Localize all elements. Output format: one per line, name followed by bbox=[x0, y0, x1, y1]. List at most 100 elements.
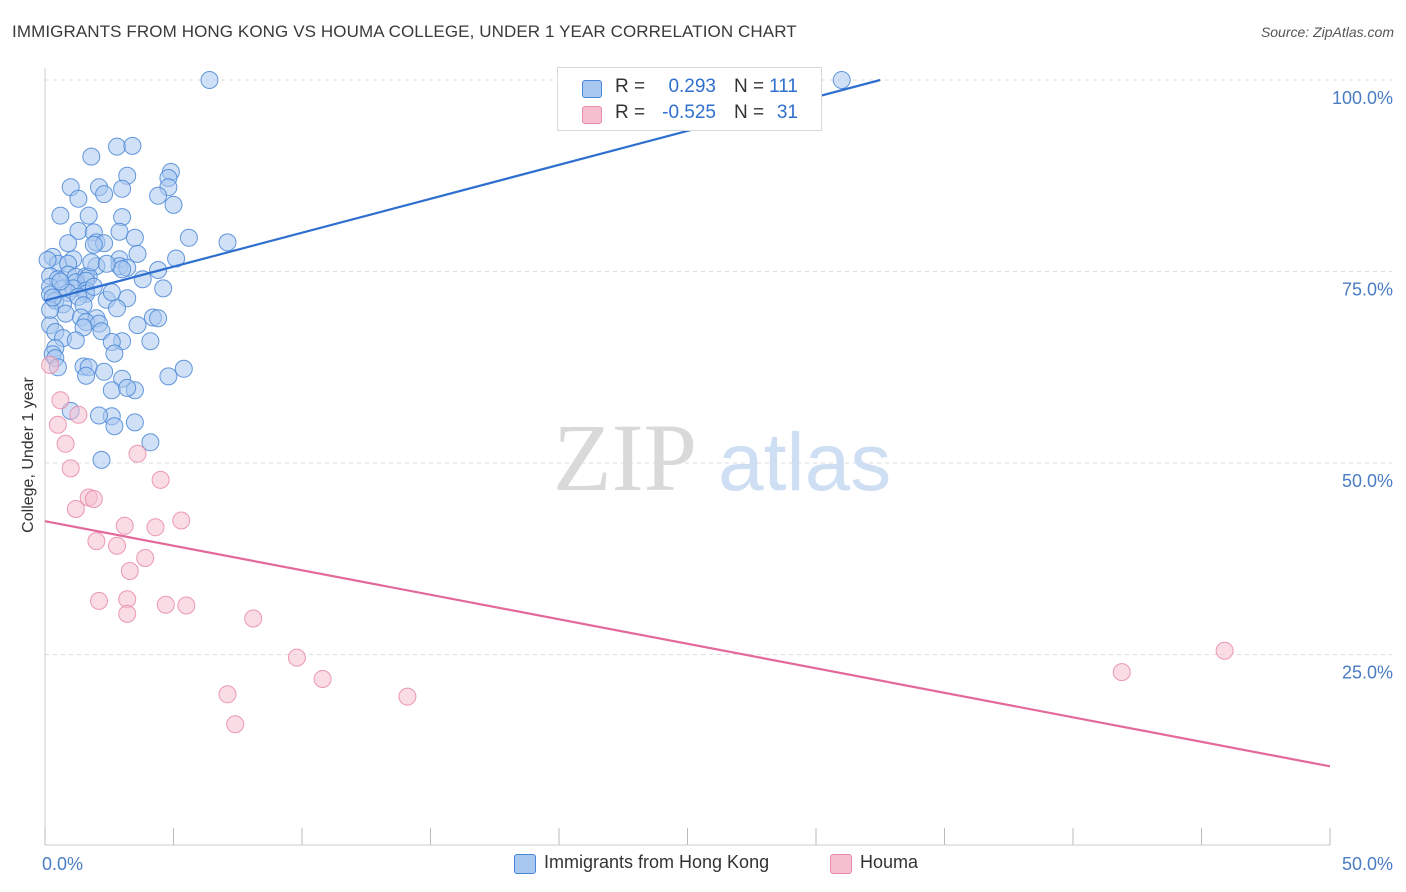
houma-point bbox=[90, 591, 108, 610]
houma-point bbox=[1215, 641, 1234, 660]
legend-r-label: R = bbox=[615, 76, 646, 97]
hong-kong-point bbox=[110, 222, 129, 241]
legend-n-value: 111 bbox=[769, 76, 798, 97]
houma-trend-line bbox=[44, 520, 1331, 768]
legend-r-value: 0.293 bbox=[668, 76, 716, 97]
houma-point bbox=[1112, 663, 1131, 682]
legend-n-label: N = bbox=[734, 102, 765, 123]
hong-kong-point bbox=[149, 309, 168, 328]
y-tick-label: 50.0% bbox=[1342, 471, 1393, 491]
y-tick-label: 25.0% bbox=[1342, 663, 1393, 683]
y-tick-label: 75.0% bbox=[1342, 280, 1393, 300]
hong-kong-point bbox=[159, 367, 178, 386]
watermark-atlas: atlas bbox=[718, 417, 891, 508]
hong-kong-point bbox=[113, 208, 132, 227]
legend-label: Immigrants from Hong Kong bbox=[544, 852, 770, 872]
hong-kong-point bbox=[79, 206, 98, 225]
houma-point bbox=[177, 596, 196, 615]
hong-kong-point bbox=[118, 378, 137, 397]
watermark-zip: ZIP bbox=[553, 404, 697, 511]
houma-point bbox=[287, 648, 306, 667]
houma-point bbox=[218, 685, 237, 704]
houma-point bbox=[108, 536, 126, 555]
hong-kong-point bbox=[84, 235, 103, 254]
hong-kong-point bbox=[832, 71, 851, 89]
houma-point bbox=[61, 459, 80, 478]
houma-point bbox=[128, 444, 147, 463]
houma-point bbox=[244, 609, 263, 628]
houma-point bbox=[151, 470, 170, 489]
stats-legend: R = 0.293 N = 111 R = -0.525 N = 31 bbox=[557, 67, 822, 131]
houma-point bbox=[48, 415, 67, 434]
hong-kong-point bbox=[102, 381, 121, 400]
houma-point bbox=[84, 490, 103, 508]
hong-kong-point bbox=[113, 260, 132, 279]
houma-point bbox=[146, 518, 165, 537]
tick-label-layer: 25.0% 50.0% 75.0% 100.0% 0.0% 50.0% bbox=[42, 88, 1393, 874]
hong-kong-point bbox=[218, 233, 237, 252]
series-legend: Immigrants from Hong Kong Houma bbox=[0, 852, 1406, 878]
legend-n-label: N = bbox=[734, 76, 765, 97]
hong-kong-point bbox=[90, 406, 108, 425]
legend-r-value: -0.525 bbox=[662, 102, 716, 123]
hong-kong-point bbox=[141, 433, 160, 452]
points-layer bbox=[38, 71, 1234, 734]
houma-point bbox=[41, 356, 60, 374]
hong-kong-point bbox=[105, 417, 124, 436]
hong-kong-point bbox=[174, 359, 193, 378]
hong-kong-point bbox=[154, 279, 173, 298]
hong-kong-point bbox=[125, 413, 144, 432]
x-tick-label: 0.0% bbox=[42, 854, 83, 874]
houma-point bbox=[51, 391, 70, 410]
hong-kong-point bbox=[179, 228, 198, 247]
legend-swatch-blue bbox=[582, 80, 602, 98]
houma-point bbox=[136, 549, 155, 567]
hong-kong-point bbox=[105, 344, 124, 363]
y-tick-label: 100.0% bbox=[1332, 88, 1393, 108]
hong-kong-point bbox=[56, 304, 75, 323]
chart-title: IMMIGRANTS FROM HONG KONG VS HOUMA COLLE… bbox=[12, 22, 797, 41]
legend-row-hong-kong: R = 0.293 N = 111 bbox=[558, 76, 821, 102]
houma-point bbox=[118, 604, 137, 623]
houma-point bbox=[313, 670, 332, 688]
hong-kong-point bbox=[125, 228, 144, 247]
hong-kong-point bbox=[82, 253, 101, 272]
hong-kong-point bbox=[149, 186, 168, 205]
chart-source: Source: ZipAtlas.com bbox=[1260, 24, 1394, 40]
legend-row-houma: R = -0.525 N = 31 bbox=[558, 102, 821, 128]
hong-kong-point bbox=[123, 136, 142, 155]
hong-kong-point bbox=[141, 332, 160, 351]
houma-point bbox=[120, 562, 139, 580]
hong-kong-point bbox=[108, 299, 126, 318]
hong-kong-point bbox=[82, 147, 101, 166]
hong-kong-point bbox=[97, 254, 116, 273]
legend-label: Houma bbox=[860, 852, 919, 872]
hong-kong-point bbox=[164, 195, 183, 214]
hong-kong-point bbox=[69, 189, 88, 208]
hong-kong-point bbox=[38, 251, 57, 269]
hong-kong-point bbox=[113, 179, 132, 198]
houma-point bbox=[69, 405, 88, 424]
hong-kong-point bbox=[108, 137, 126, 156]
houma-point bbox=[172, 511, 191, 530]
x-tick-label: 50.0% bbox=[1342, 854, 1393, 874]
hong-kong-point bbox=[128, 316, 147, 335]
hong-kong-point bbox=[95, 362, 114, 381]
hong-kong-point bbox=[102, 283, 121, 302]
houma-point bbox=[87, 532, 106, 551]
houma-point bbox=[398, 687, 417, 706]
y-axis-label: College, Under 1 year bbox=[20, 377, 37, 533]
legend-swatch-pink bbox=[830, 854, 852, 874]
houma-point bbox=[156, 595, 175, 614]
hong-kong-point bbox=[66, 331, 85, 350]
hong-kong-point bbox=[59, 234, 78, 253]
hong-kong-point bbox=[200, 71, 219, 89]
legend-n-value: 31 bbox=[776, 102, 798, 123]
houma-point bbox=[56, 434, 75, 453]
houma-point bbox=[66, 500, 85, 518]
legend-swatch-blue bbox=[514, 854, 536, 874]
grid-layer bbox=[45, 79, 1392, 655]
hong-kong-point bbox=[51, 206, 70, 225]
hong-kong-point bbox=[92, 450, 111, 469]
